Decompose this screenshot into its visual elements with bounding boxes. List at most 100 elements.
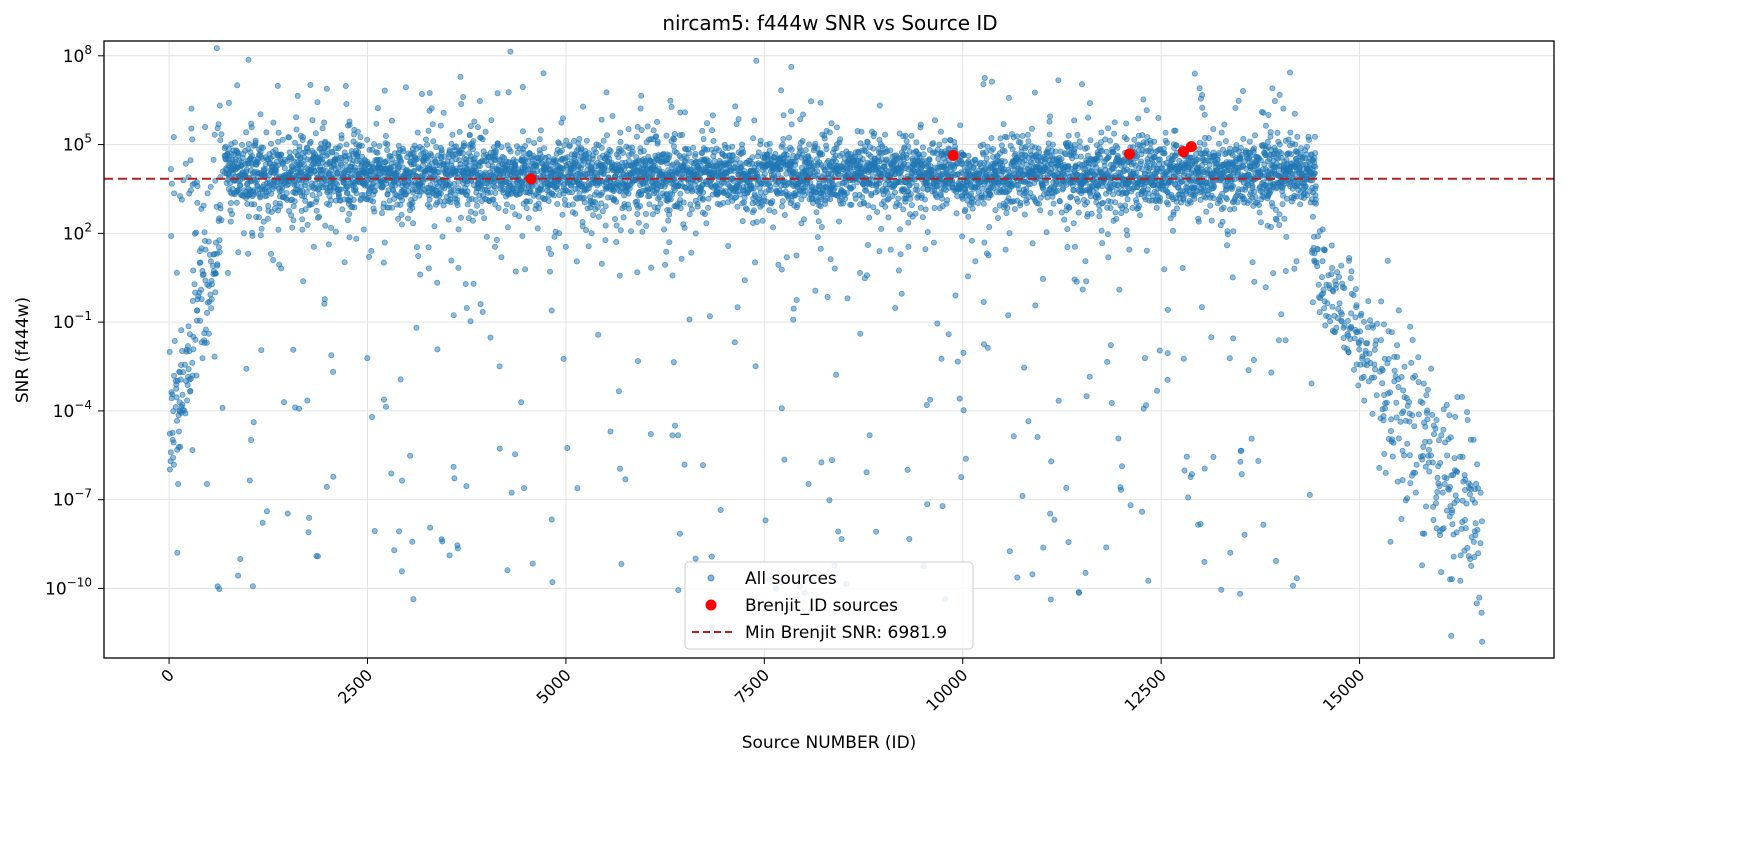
- source-point: [986, 223, 993, 230]
- source-point: [299, 226, 306, 233]
- source-point: [215, 121, 222, 128]
- source-point: [580, 103, 587, 110]
- source-point: [473, 151, 480, 158]
- source-point: [371, 141, 378, 148]
- source-point: [307, 138, 314, 145]
- source-point: [570, 201, 577, 208]
- source-point: [1180, 195, 1187, 202]
- source-point: [413, 244, 420, 251]
- source-point: [638, 127, 645, 134]
- source-point: [692, 197, 699, 204]
- source-point: [751, 117, 758, 124]
- source-point: [1179, 178, 1186, 185]
- source-point: [965, 152, 972, 159]
- source-point: [316, 190, 323, 197]
- source-point: [1102, 136, 1109, 143]
- source-point: [646, 201, 653, 208]
- source-point: [692, 150, 699, 157]
- source-point: [859, 156, 866, 163]
- source-point: [516, 213, 523, 220]
- source-point: [474, 124, 481, 131]
- source-point: [359, 153, 366, 160]
- source-point: [350, 196, 357, 203]
- source-point: [426, 90, 433, 97]
- source-point: [374, 105, 381, 112]
- source-point: [399, 197, 406, 204]
- source-point: [819, 151, 826, 158]
- source-point: [1075, 209, 1082, 216]
- source-point: [561, 196, 568, 203]
- source-point: [558, 147, 565, 154]
- source-point: [425, 244, 432, 251]
- source-point: [381, 87, 388, 94]
- source-point: [332, 228, 339, 235]
- source-point: [294, 92, 301, 99]
- source-point: [607, 148, 614, 155]
- source-point: [321, 119, 328, 126]
- source-point: [454, 196, 461, 203]
- source-point: [1165, 201, 1172, 208]
- source-point: [988, 134, 995, 141]
- source-point: [1124, 196, 1131, 203]
- source-point: [477, 169, 484, 176]
- source-point: [540, 70, 547, 77]
- source-point: [625, 126, 632, 133]
- source-point: [692, 230, 699, 237]
- source-point: [642, 159, 649, 166]
- source-point: [823, 146, 830, 153]
- source-point: [1220, 204, 1227, 211]
- source-point: [625, 190, 632, 197]
- source-point: [908, 202, 915, 209]
- source-point: [687, 201, 694, 208]
- source-point: [1276, 141, 1283, 148]
- source-point: [1103, 148, 1110, 155]
- source-point: [235, 150, 242, 157]
- source-point: [257, 232, 264, 239]
- source-point: [447, 189, 454, 196]
- source-point: [1312, 150, 1319, 157]
- source-point: [437, 122, 444, 129]
- source-point: [664, 156, 671, 163]
- source-point: [313, 207, 320, 214]
- source-point: [318, 140, 325, 147]
- source-point: [739, 218, 746, 225]
- source-point: [402, 169, 409, 176]
- source-point: [574, 195, 581, 202]
- source-point: [491, 243, 498, 250]
- source-point: [1153, 204, 1160, 211]
- source-point: [781, 211, 788, 218]
- source-point: [202, 124, 209, 131]
- source-point: [577, 149, 584, 156]
- source-point: [980, 200, 987, 207]
- source-point: [598, 116, 605, 123]
- source-point: [344, 189, 351, 196]
- source-point: [505, 89, 512, 96]
- source-point: [537, 127, 544, 134]
- source-point: [646, 136, 653, 143]
- source-point: [260, 218, 267, 225]
- source-point: [325, 142, 332, 149]
- source-point: [254, 159, 261, 166]
- source-point: [463, 165, 470, 172]
- source-point: [249, 232, 256, 239]
- source-point: [502, 207, 509, 214]
- source-point: [188, 125, 195, 132]
- source-point: [766, 207, 773, 214]
- source-point: [245, 56, 252, 63]
- source-point: [603, 89, 610, 96]
- source-point: [592, 149, 599, 156]
- source-point: [568, 151, 575, 158]
- source-point: [219, 168, 226, 175]
- source-point: [710, 137, 717, 144]
- source-point: [930, 140, 937, 147]
- source-point: [1161, 150, 1168, 157]
- source-point: [1252, 194, 1259, 201]
- source-point: [1077, 153, 1084, 160]
- source-point: [643, 187, 650, 194]
- source-point: [381, 239, 388, 246]
- source-point: [576, 135, 583, 142]
- source-point: [358, 142, 365, 149]
- source-point: [609, 113, 616, 120]
- source-point: [616, 145, 623, 152]
- source-point: [602, 222, 609, 229]
